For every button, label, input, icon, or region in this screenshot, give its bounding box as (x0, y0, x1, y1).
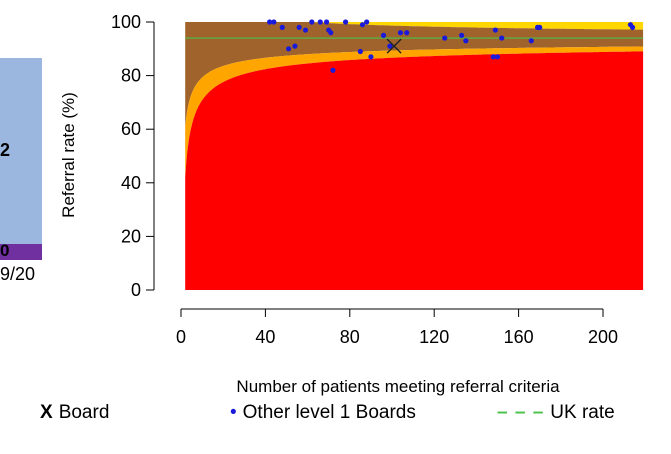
y-axis-title: Referral rate (%) (59, 92, 78, 218)
data-point (364, 19, 370, 25)
x-tick-label: 120 (419, 327, 449, 347)
data-point (330, 67, 336, 73)
left-band (0, 244, 42, 260)
data-point (459, 32, 465, 39)
x-tick-label: 200 (588, 327, 618, 347)
legend-others-label: Other level 1 Boards (242, 402, 416, 423)
band-within (185, 22, 644, 127)
data-point (279, 24, 285, 30)
axes: 0 20 40 60 80 100 0 40 80 120 160 200 (111, 12, 618, 347)
data-point (397, 30, 404, 36)
data-point (302, 27, 309, 33)
data-point (442, 35, 448, 41)
y-tick-label: 80 (121, 66, 141, 86)
data-point (359, 22, 366, 28)
x-axis-title: Number of patients meeting referral crit… (236, 377, 560, 396)
data-point (494, 54, 501, 60)
data-point (492, 27, 498, 33)
legend-board: X Board (40, 402, 109, 424)
data-point (380, 32, 387, 39)
band-above (185, 22, 644, 30)
y-tick-label: 100 (111, 12, 141, 32)
legend-uk-label: UK rate (550, 402, 615, 423)
data-point (404, 30, 410, 36)
board-marker (386, 38, 402, 54)
blue-dot-icon: • (230, 402, 237, 423)
left-bar (0, 58, 42, 244)
data-point (537, 24, 543, 30)
data-point (528, 38, 534, 44)
left-panel: 2 0 9/20 (0, 0, 60, 300)
x-tick-label: 0 (176, 327, 186, 347)
green-dash-icon: – – – (497, 402, 545, 423)
legend-others: • Other level 1 Boards (230, 402, 416, 424)
left-date-label: 9/20 (0, 264, 36, 284)
x-tick-label: 80 (340, 327, 360, 347)
legend-uk: – – – UK rate (497, 402, 615, 424)
data-point (267, 19, 273, 25)
left-value-label: 2 (0, 140, 11, 160)
data-point (296, 24, 302, 30)
data-point (286, 46, 292, 52)
legend-board-label: Board (58, 402, 110, 423)
data-point (357, 48, 363, 55)
data-points (267, 19, 636, 73)
data-point (309, 19, 315, 25)
data-point (499, 35, 505, 41)
y-tick-label: 0 (131, 280, 141, 300)
data-point (342, 19, 349, 25)
y-tick-label: 60 (121, 119, 141, 139)
y-tick-label: 20 (121, 226, 141, 246)
data-point (323, 19, 330, 25)
data-point (317, 19, 323, 25)
data-point (328, 30, 334, 36)
data-point (463, 38, 469, 44)
data-point (368, 54, 374, 60)
data-point (490, 54, 496, 60)
data-point (292, 43, 298, 49)
y-tick-label: 40 (121, 173, 141, 193)
data-point (629, 24, 636, 30)
data-point (271, 19, 277, 25)
data-point (387, 43, 393, 49)
left-value-label-2: 0 (0, 241, 10, 260)
x-tick-label: 160 (504, 327, 534, 347)
board-point (386, 38, 402, 54)
funnel-bands (185, 22, 644, 291)
board-x-icon: X (40, 402, 53, 423)
band-alarm (185, 51, 644, 291)
x-tick-label: 40 (255, 327, 275, 347)
